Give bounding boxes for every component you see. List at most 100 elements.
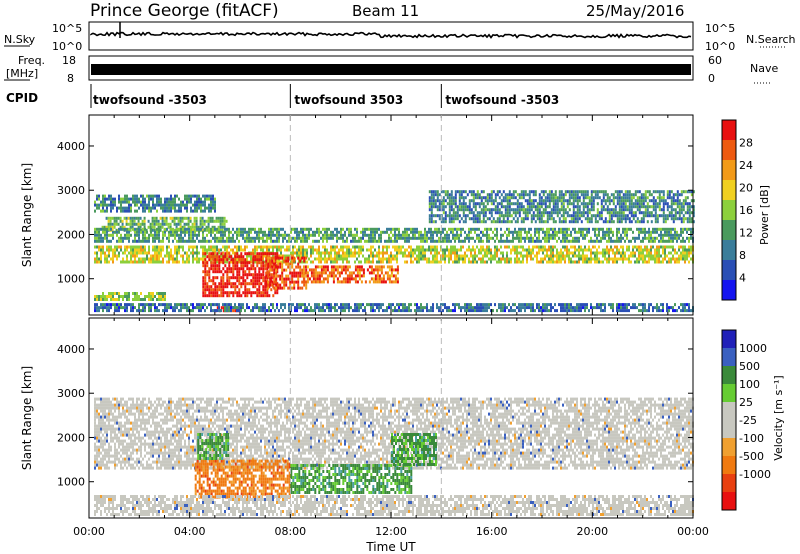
heatmap-cell — [267, 271, 270, 275]
heatmap-cell — [186, 260, 188, 264]
heatmap-cell — [216, 270, 219, 274]
heatmap-cell — [216, 306, 219, 310]
heatmap-cell — [524, 190, 527, 194]
heatmap-cell — [248, 261, 251, 265]
heatmap-cell — [450, 193, 453, 197]
heatmap-cell — [140, 298, 142, 301]
heatmap-cell — [212, 255, 215, 259]
heatmap-cell — [486, 239, 488, 243]
heatmap-cell — [166, 197, 168, 201]
heatmap-cell — [223, 225, 226, 229]
heatmap-cell — [372, 277, 375, 281]
heatmap-cell — [224, 230, 226, 234]
heatmap-cell — [368, 248, 370, 252]
heatmap-cell — [267, 256, 270, 260]
heatmap-cell — [662, 251, 664, 255]
heatmap-cell — [406, 239, 408, 243]
heatmap-cell — [188, 257, 190, 261]
heatmap-cell — [324, 245, 326, 249]
heatmap-cell — [550, 233, 552, 237]
heatmap-cell — [420, 257, 422, 261]
heatmap-cell — [672, 257, 674, 261]
heatmap-cell — [428, 190, 431, 194]
heatmap-cell — [646, 260, 648, 264]
heatmap-cell — [380, 265, 383, 269]
heatmap-cell — [106, 227, 108, 231]
heatmap-cell — [214, 288, 217, 292]
heatmap-cell — [218, 255, 221, 259]
heatmap-cell — [674, 227, 676, 231]
heatmap-cell — [378, 251, 380, 255]
heatmap-cell — [502, 254, 504, 258]
heatmap-cell — [540, 190, 543, 194]
heatmap-cell — [396, 245, 398, 249]
heatmap-cell — [430, 230, 432, 234]
heatmap-cell — [234, 255, 237, 259]
heatmap-cell — [364, 280, 367, 284]
heatmap-cell — [182, 306, 184, 310]
heatmap-cell — [267, 274, 270, 278]
heatmap-cell — [378, 274, 381, 278]
heatmap-cell — [554, 193, 557, 197]
heatmap-cell — [492, 257, 494, 261]
heatmap-cell — [444, 211, 447, 215]
heatmap-cell — [332, 265, 335, 269]
heatmap-cell — [682, 202, 685, 206]
heatmap-cell — [202, 245, 204, 249]
heatmap-cell — [518, 214, 521, 218]
heatmap-cell — [250, 254, 252, 258]
heatmap-cell — [126, 200, 128, 204]
heatmap-cell — [267, 280, 270, 284]
heatmap-cell — [94, 233, 96, 237]
heatmap-cell — [450, 227, 452, 231]
heatmap-cell — [340, 265, 343, 269]
heatmap-cell — [272, 227, 274, 231]
heatmap-cell — [534, 208, 537, 212]
heatmap-cell — [150, 233, 152, 237]
heatmap-cell — [189, 225, 192, 229]
heatmap-cell — [450, 199, 453, 203]
heatmap-cell — [260, 306, 262, 310]
heatmap-cell — [604, 208, 607, 212]
heatmap-cell — [690, 190, 693, 194]
heatmap-cell — [246, 306, 248, 310]
heatmap-cell — [271, 280, 274, 284]
heatmap-cell — [392, 280, 395, 284]
heatmap-cell — [153, 219, 156, 223]
heatmap-cell — [366, 227, 368, 231]
heatmap-cell — [258, 273, 261, 277]
heatmap-cell — [652, 214, 655, 218]
heatmap-cell — [474, 257, 476, 261]
heatmap-cell — [570, 190, 573, 194]
heatmap-cell — [240, 248, 242, 252]
heatmap-cell — [154, 239, 156, 243]
heatmap-cell — [192, 306, 194, 310]
heatmap-cell — [418, 230, 420, 234]
heatmap-cell — [668, 211, 671, 215]
heatmap-cell — [620, 190, 623, 194]
heatmap-cell — [514, 245, 516, 249]
heatmap-cell — [414, 233, 416, 237]
heatmap-cell — [456, 227, 458, 231]
heatmap-cell — [450, 214, 453, 218]
heatmap-cell — [134, 200, 136, 204]
heatmap-cell — [210, 303, 212, 307]
heatmap-cell — [676, 196, 679, 200]
heatmap-cell — [182, 248, 184, 252]
heatmap-cell — [208, 239, 210, 243]
heatmap-cell — [102, 295, 104, 298]
heatmap-cell — [213, 225, 216, 229]
heatmap-cell — [246, 273, 249, 277]
heatmap-cell — [574, 254, 576, 258]
heatmap-cell — [126, 303, 128, 307]
heatmap-cell — [536, 251, 538, 255]
heatmap-cell — [267, 286, 270, 290]
heatmap-cell — [348, 277, 351, 281]
heatmap-cell — [262, 285, 265, 289]
heatmap-cell — [362, 248, 364, 252]
heatmap-cell — [468, 202, 471, 206]
heatmap-cell — [122, 197, 124, 201]
heatmap-cell — [624, 251, 626, 255]
heatmap-cell — [568, 233, 570, 237]
heatmap-cell — [374, 280, 377, 284]
